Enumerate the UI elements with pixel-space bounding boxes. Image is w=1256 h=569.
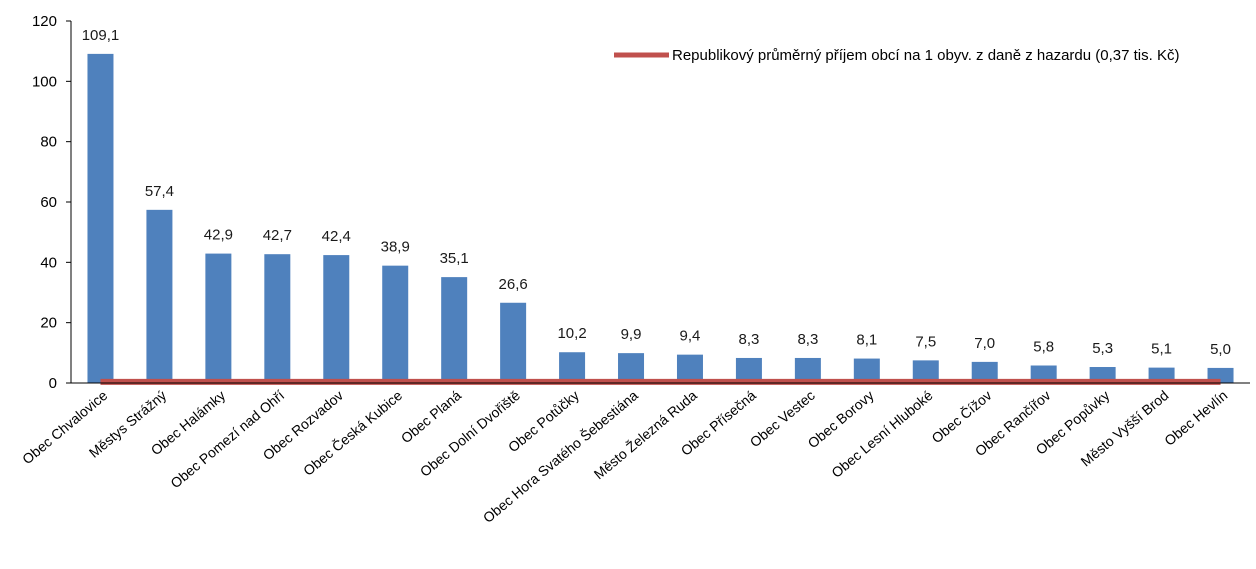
- data-label-background: [196, 223, 241, 246]
- y-tick-label: 80: [40, 134, 57, 151]
- bar: [264, 254, 291, 383]
- bar: [146, 209, 173, 383]
- y-tick-label: 120: [32, 13, 57, 30]
- data-label: 10,2: [557, 325, 586, 342]
- data-label-background: [849, 328, 885, 351]
- data-label-background: [1025, 335, 1062, 358]
- y-tick-label: 20: [40, 315, 57, 332]
- category-label: Obec Dolní Dvořiště: [417, 387, 523, 480]
- data-label: 9,4: [680, 328, 701, 345]
- data-label-background: [550, 322, 595, 345]
- data-label-background: [613, 323, 649, 346]
- category-label: Obec Pomezí nad Ohří: [167, 387, 287, 491]
- data-label: 8,3: [797, 331, 818, 348]
- data-label: 8,1: [856, 332, 877, 349]
- bar: [382, 265, 409, 383]
- category-label: Město Železná Ruda: [591, 387, 700, 482]
- bar: [500, 302, 527, 383]
- bar: [794, 357, 821, 383]
- data-label: 42,4: [322, 228, 351, 245]
- data-label: 42,9: [204, 227, 233, 244]
- data-label: 7,0: [974, 335, 995, 352]
- data-label-background: [966, 331, 1003, 354]
- bar: [912, 360, 939, 383]
- data-label-background: [1084, 337, 1121, 360]
- data-label-background: [314, 225, 359, 248]
- y-tick-label: 60: [40, 194, 57, 211]
- data-label-background: [672, 324, 708, 347]
- bar: [205, 253, 232, 383]
- bar: [87, 53, 114, 384]
- bar: [735, 357, 762, 383]
- data-label-background: [1202, 337, 1239, 360]
- data-label-background: [790, 327, 826, 350]
- data-label-background: [137, 179, 182, 202]
- y-tick-label: 40: [40, 254, 57, 271]
- category-label: Obec Lesní Hluboké: [828, 387, 936, 481]
- data-label: 42,7: [263, 227, 292, 244]
- data-label: 8,3: [738, 331, 759, 348]
- bar: [618, 353, 645, 383]
- data-label: 38,9: [381, 239, 410, 256]
- data-label: 5,1: [1151, 341, 1172, 358]
- data-label-background: [373, 235, 418, 258]
- bar: [1030, 365, 1057, 383]
- bar: [559, 352, 586, 383]
- data-labels: 109,1 57,4 42,9 42,7 42,4 38,9 35,1 26,6 10,2 9,9…: [74, 23, 1239, 360]
- data-label: 26,6: [499, 276, 528, 293]
- data-label: 109,1: [82, 27, 120, 44]
- data-label-background: [255, 224, 300, 247]
- y-tick-label: 100: [32, 73, 57, 90]
- y-axis: 0 20 40 60 80 100 120: [32, 13, 72, 392]
- data-label-background: [1143, 337, 1180, 360]
- bar: [676, 354, 703, 383]
- category-label: Obec Česká Kubice: [300, 387, 405, 479]
- data-label: 57,4: [145, 183, 174, 200]
- category-label: Obec Hevlín: [1161, 387, 1230, 449]
- data-label-background: [432, 247, 477, 270]
- legend: Republikový průměrný příjem obcí na 1 ob…: [614, 47, 1179, 64]
- y-tick-label: 0: [49, 375, 57, 392]
- bar: [323, 255, 350, 383]
- legend-label: Republikový průměrný příjem obcí na 1 ob…: [672, 47, 1179, 64]
- data-label-background: [74, 23, 127, 46]
- data-label: 7,5: [915, 333, 936, 350]
- data-label: 9,9: [621, 326, 642, 343]
- data-label: 5,0: [1210, 341, 1231, 358]
- data-label-background: [731, 327, 767, 350]
- data-label: 5,8: [1033, 339, 1054, 356]
- data-label-background: [908, 330, 944, 353]
- bars: [87, 53, 1234, 384]
- data-label: 5,3: [1092, 340, 1113, 357]
- data-label: 35,1: [440, 250, 469, 267]
- bar: [971, 361, 998, 383]
- data-label-background: [491, 272, 536, 295]
- bar: [441, 277, 468, 383]
